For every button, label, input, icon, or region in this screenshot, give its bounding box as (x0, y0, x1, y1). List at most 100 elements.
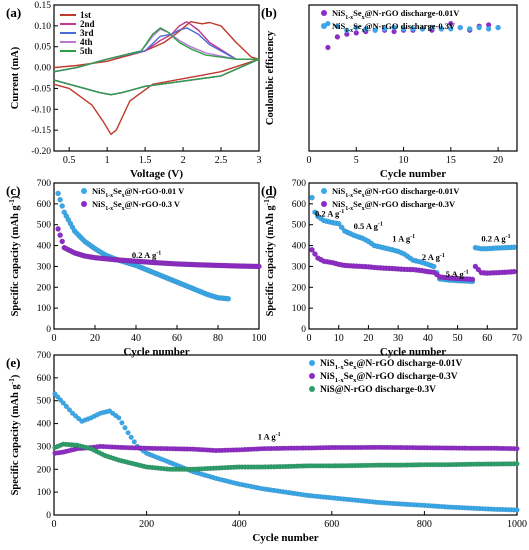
y-tick-label: 300 (37, 442, 52, 452)
legend-text-part: NiS@N-rGO discharge-0.3V (320, 385, 436, 395)
legend: NiS1-xSex@N-rGO discharge-0.01VNiS1-xSex… (321, 186, 460, 212)
legend-label: 3rd (80, 28, 94, 38)
data-point (495, 24, 501, 31)
legend-text-part: 1-x (345, 15, 353, 21)
data-point (309, 194, 315, 201)
series-group (52, 441, 520, 472)
data-point (55, 226, 61, 232)
legend-label: NiS1-xSex@N-rGO discharge-0.01V (332, 186, 460, 199)
chart-panel: 0 20 40 60 80 100 0 100 200 300 400 500 600 700 (c) Cyc… (6, 179, 267, 358)
x-tick-label: 60 (482, 333, 492, 344)
legend-label: NiS1-xSex@N-rGO-0.01 V (92, 186, 185, 199)
data-point (476, 24, 482, 31)
legend-text-part: 1-x (345, 193, 353, 199)
data-point (55, 394, 61, 400)
legend-text-part: NiS (92, 186, 106, 196)
text-main: 1 A g (258, 432, 277, 442)
text-sup: -1 (464, 269, 469, 275)
ylabel-main: Specific capacity (mAh g (10, 205, 21, 317)
text-main: 1 A g (392, 233, 411, 243)
x-tick-label: 15 (446, 155, 456, 166)
legend-text-part: 1-x (105, 206, 113, 212)
chart-panel: 0 10 20 30 40 50 60 700100200300400500600700(d)… (261, 179, 522, 358)
legend-label: NiS1-xSex@N-rGO discharge-0.3V (332, 21, 456, 34)
x-tick-label: 40 (131, 333, 141, 344)
legend-text-part: x (122, 206, 125, 212)
legend-text-part: @N-rGO discharge-0.3V (356, 372, 457, 382)
legend-text-part: Se (113, 199, 122, 209)
x-tick-label: 2 (181, 155, 186, 166)
x-tick-label: 20 (90, 333, 100, 344)
data-point (448, 26, 454, 32)
legend-text-part: @N-rGO discharge-0.01V (365, 186, 461, 196)
x-tick-label: 5 (354, 155, 359, 166)
x-tick-label: 0.5 (63, 155, 76, 166)
data-point (511, 244, 517, 250)
data-point (410, 26, 416, 32)
data-point (429, 24, 435, 31)
legend-text-part: 1-x (105, 193, 113, 199)
legend-text-part: Se (353, 21, 362, 31)
data-point (514, 446, 520, 452)
legend-label: NiS@N-rGO discharge-0.3V (320, 385, 436, 395)
legend-label: NiS1-xSex@N-rGO discharge-0.01V (320, 359, 463, 371)
legend-marker (309, 386, 315, 392)
y-tick-label: 0 (46, 511, 51, 521)
annotation: 0.2 A g-1 (132, 250, 161, 260)
y-tick-label: 0 (301, 325, 306, 335)
x-tick-label: 100 (252, 333, 267, 344)
chart-panel: 0 5 10 15 20 (b) Cycle number Coulombic efficie… (261, 4, 518, 180)
y-axis-label: Specific capacity (mAh g-1) (7, 195, 21, 316)
y-tick-label: 0.00 (34, 64, 51, 74)
legend-text-part: 1-x (335, 364, 345, 371)
chart-panel: 0.5 1 1.5 2 2.5 3 -0.20 -0.15 -0.10 -0.05 0.00 0.05… (6, 1, 262, 180)
legend-text-part: @N-rGO discharge-0.01V (356, 359, 462, 369)
legend-text-part: Se (353, 186, 362, 196)
legend-marker (321, 23, 327, 29)
legend: NiS1-xSex@N-rGO-0.01 VNiS1-xSex@N-rGO-0.… (81, 186, 185, 212)
data-point (119, 420, 125, 426)
legend-text-part: Se (344, 372, 354, 382)
y-axis-label-group: Specific capacity (mAh g-1) (262, 195, 276, 316)
x-tick-label: 0 (307, 333, 312, 344)
legend-label: 5th (80, 46, 93, 56)
x-tick-label: 80 (213, 333, 223, 344)
y-axis-label-group: Coulombic efficiency (265, 30, 276, 125)
x-tick-label: 40 (423, 333, 433, 344)
y-tick-label: 600 (37, 374, 52, 384)
text-sup: -1 (440, 253, 445, 259)
x-tick-label: 0 (52, 519, 57, 530)
data-point (312, 251, 318, 257)
data-point (391, 24, 397, 31)
data-point (309, 246, 315, 253)
legend-marker (81, 188, 87, 194)
legend-text-part: x (362, 206, 365, 212)
series-line (53, 27, 260, 96)
legend-text-part: 1-x (335, 377, 345, 384)
y-tick-label: 300 (292, 262, 307, 272)
legend-text-part: @N-rGO discharge-0.3V (365, 199, 456, 209)
x-tick-label: 10 (334, 333, 344, 344)
plot-frame (53, 182, 260, 330)
legend-text-part: NiS (332, 199, 346, 209)
y-tick-label: 100 (37, 488, 52, 498)
x-tick-label: 60 (172, 333, 182, 344)
y-axis-label-group: Specific capacity (mAh g-1) (7, 374, 21, 495)
panel-label: (e) (6, 355, 20, 370)
legend: NiS1-xSex@N-rGO discharge-0.01VNiS1-xSex… (321, 8, 460, 34)
y-tick-label: 300 (37, 262, 52, 272)
data-point (335, 220, 342, 227)
text-sup: -1 (410, 234, 415, 240)
legend-text-part: @N-rGO discharge-0.3V (365, 21, 456, 31)
data-point (57, 232, 63, 238)
ylabel-main: Specific capacity (mAh g (265, 205, 276, 317)
annotation: 5 A g-1 (446, 269, 469, 279)
y-tick-label: 200 (37, 283, 52, 293)
legend-text-part: @N-rGO-0.01 V (125, 186, 186, 196)
legend-text-part: Se (353, 8, 362, 18)
y-tick-label: 100 (292, 304, 307, 314)
data-point (131, 439, 137, 445)
text-main: 2 A g (422, 252, 441, 262)
x-tick-label: 2.5 (215, 155, 228, 166)
data-point (122, 425, 128, 431)
